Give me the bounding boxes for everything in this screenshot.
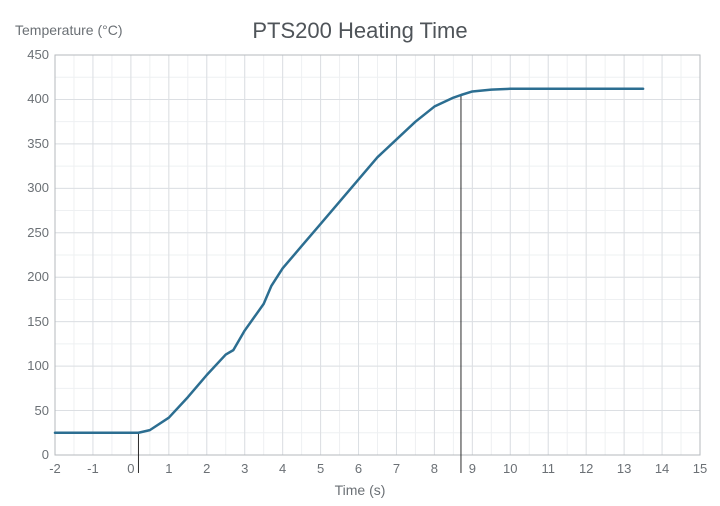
y-tick-label: 50 — [35, 403, 49, 418]
x-tick-label: 14 — [652, 461, 672, 476]
chart-container: PTS200 Heating Time Temperature (°C) Tim… — [0, 0, 720, 506]
x-tick-label: 5 — [311, 461, 331, 476]
x-tick-label: 0 — [121, 461, 141, 476]
x-tick-label: 10 — [500, 461, 520, 476]
y-tick-label: 250 — [27, 225, 49, 240]
y-tick-label: 150 — [27, 314, 49, 329]
x-tick-label: 9 — [462, 461, 482, 476]
x-tick-label: 4 — [273, 461, 293, 476]
x-tick-label: -2 — [45, 461, 65, 476]
x-tick-label: 8 — [424, 461, 444, 476]
x-tick-label: 15 — [690, 461, 710, 476]
y-tick-label: 300 — [27, 180, 49, 195]
y-tick-label: 350 — [27, 136, 49, 151]
x-tick-label: -1 — [83, 461, 103, 476]
x-tick-label: 13 — [614, 461, 634, 476]
x-tick-label: 7 — [386, 461, 406, 476]
chart-svg — [0, 0, 720, 506]
x-tick-label: 1 — [159, 461, 179, 476]
y-tick-label: 0 — [42, 447, 49, 462]
x-tick-label: 12 — [576, 461, 596, 476]
y-tick-label: 200 — [27, 269, 49, 284]
y-tick-label: 450 — [27, 47, 49, 62]
x-tick-label: 6 — [349, 461, 369, 476]
x-tick-label: 11 — [538, 461, 558, 476]
x-tick-label: 3 — [235, 461, 255, 476]
x-tick-label: 2 — [197, 461, 217, 476]
y-tick-label: 100 — [27, 358, 49, 373]
y-tick-label: 400 — [27, 91, 49, 106]
